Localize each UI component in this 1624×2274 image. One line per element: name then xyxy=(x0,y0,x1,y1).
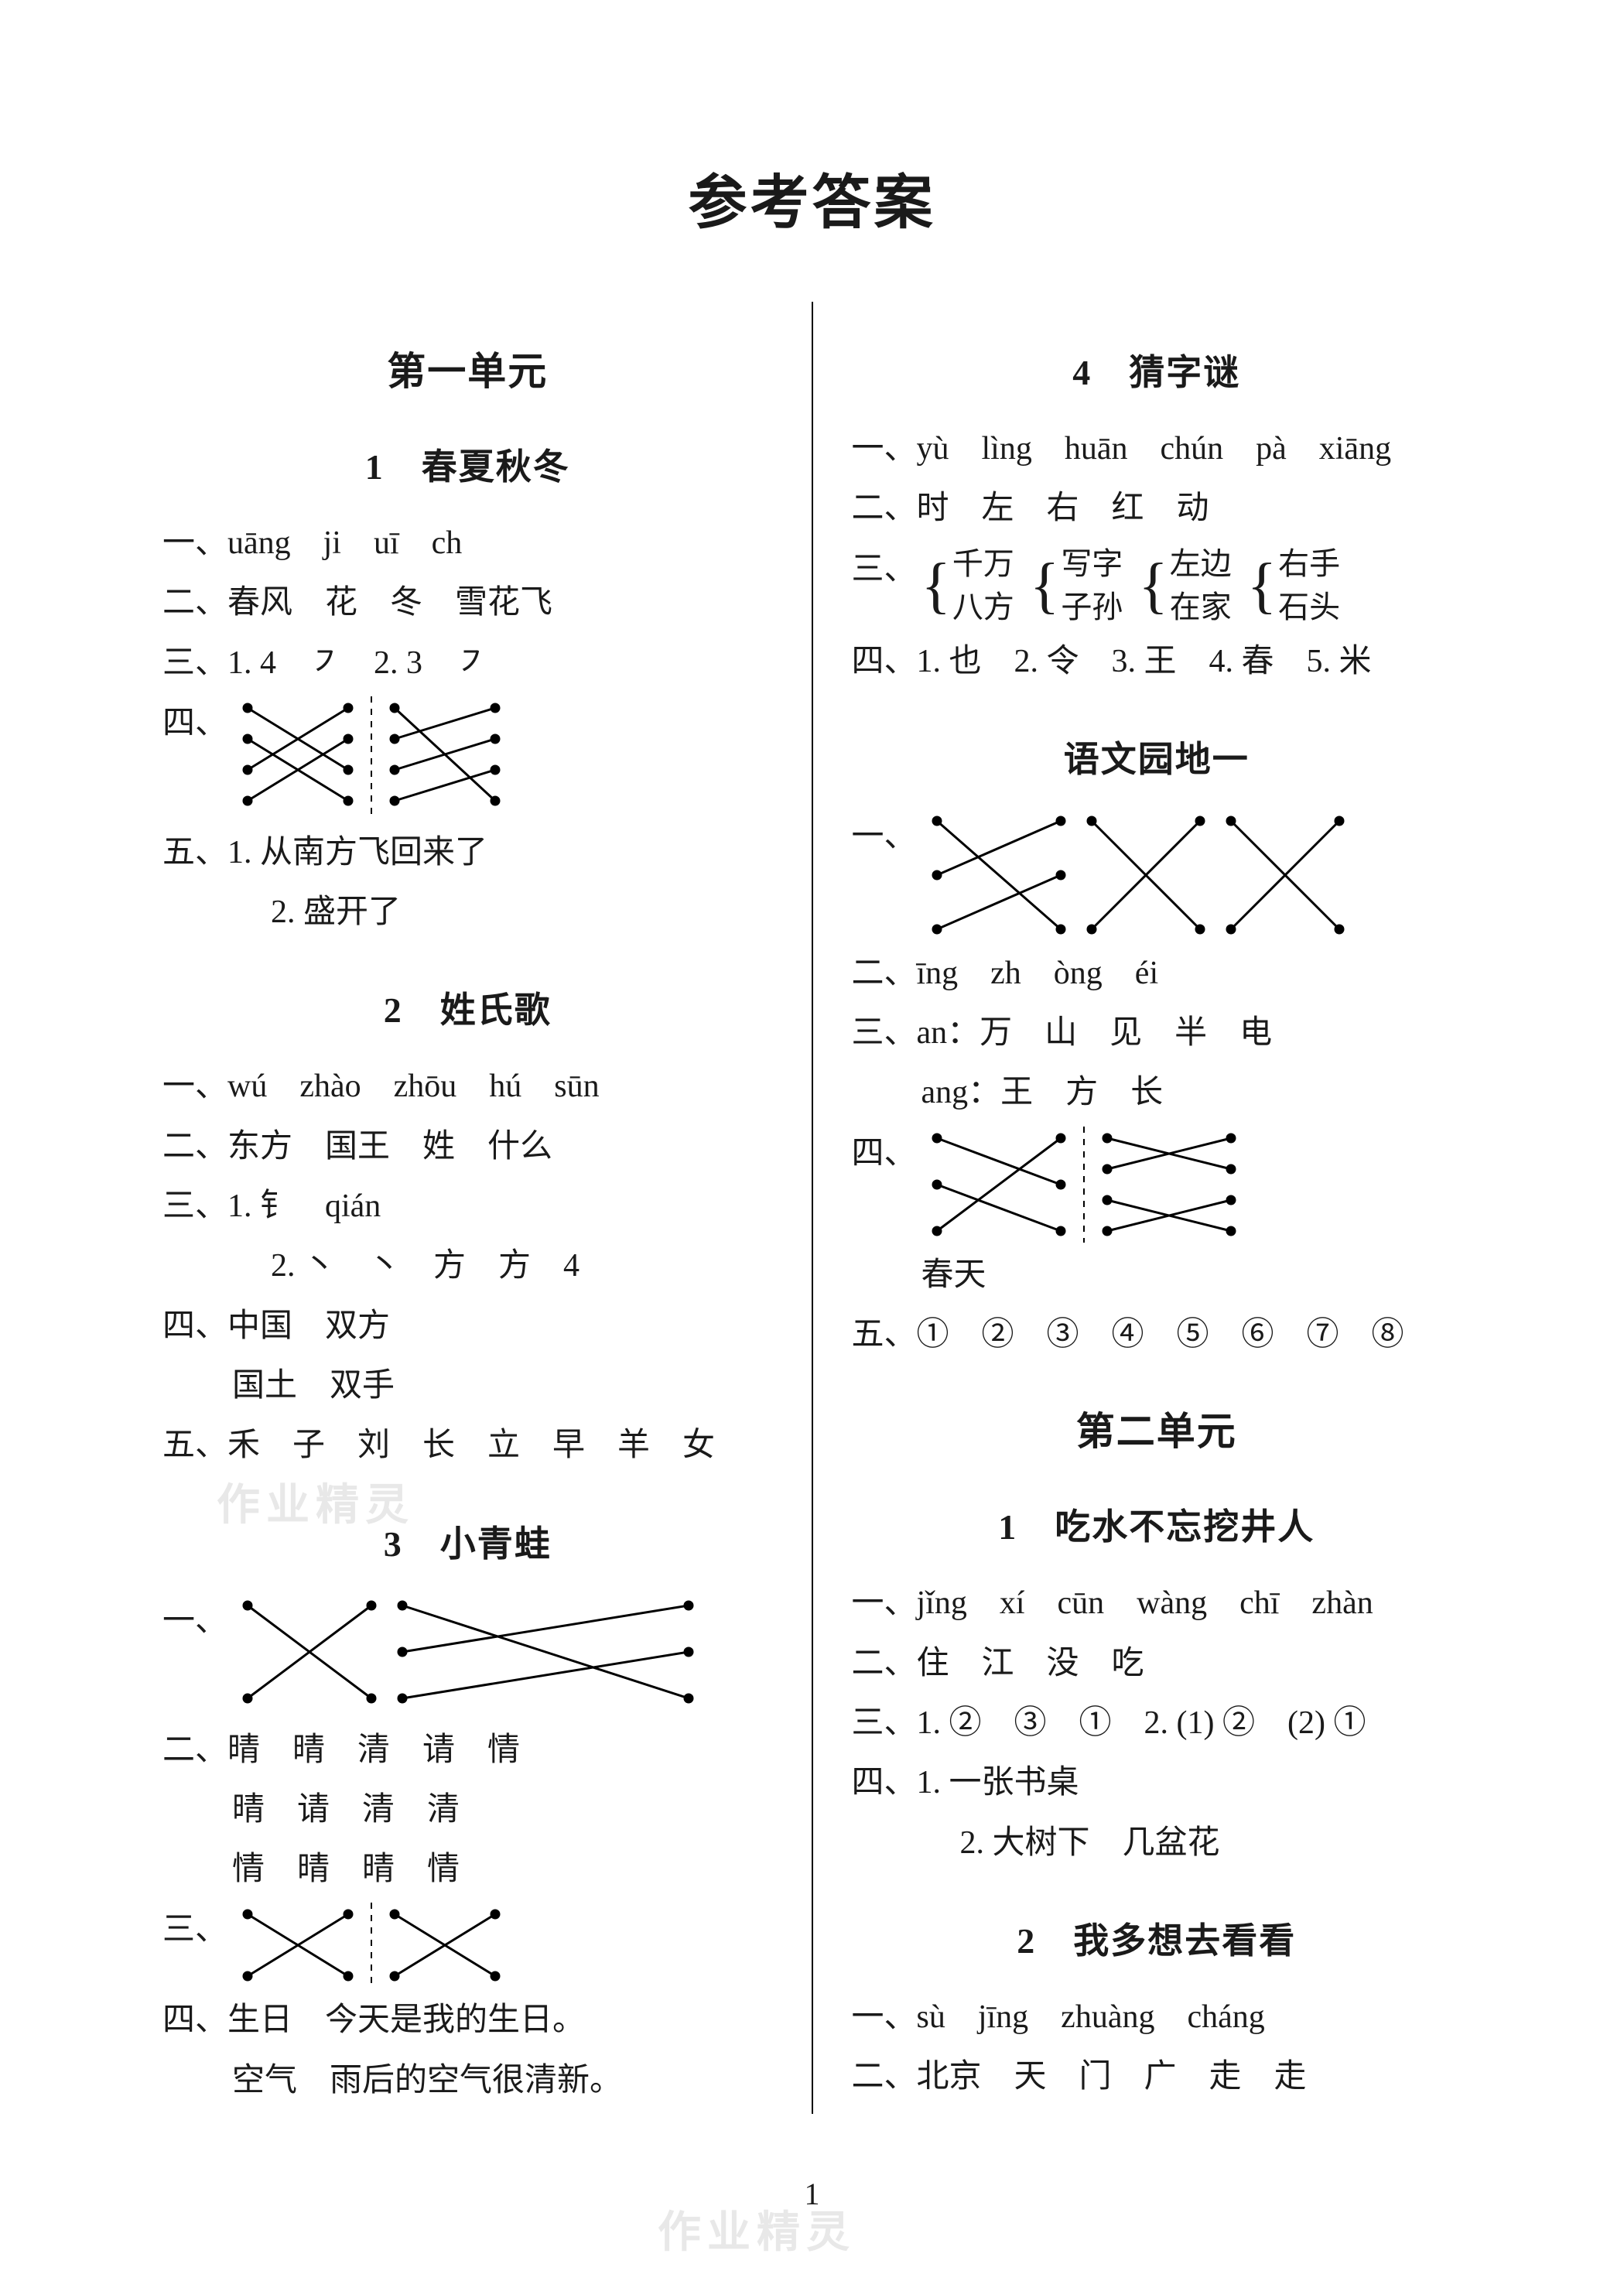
yuandi-title: 语文园地一 xyxy=(852,731,1462,782)
s1b-q4a: 四、1. 一张书桌 xyxy=(852,1756,1462,1810)
s1-q4-row: 四、 xyxy=(162,696,773,820)
s2-q4b: 国土 双手 xyxy=(162,1359,773,1413)
brace-0-0: 千万 xyxy=(952,542,1014,586)
yuandi-q5: 五、① ② ③ ④ ⑤ ⑥ ⑦ ⑧ xyxy=(852,1308,1462,1362)
yuandi-q3b: ang：王 方 长 xyxy=(852,1066,1462,1120)
s2-q3a: 三、1. 钅 qián xyxy=(162,1180,773,1233)
yuandi-q4-row: 四、 xyxy=(852,1127,1462,1243)
s3-q1-row: 一、 xyxy=(162,1594,773,1718)
s2b-q1: 一、sù jīng zhuàng cháng xyxy=(852,1991,1462,2044)
s3-q4a: 四、生日 今天是我的生日。 xyxy=(162,1994,773,2047)
cross-diagram-10 xyxy=(921,1127,1076,1243)
divider-dashed xyxy=(364,696,379,820)
s3-q2a: 二、晴 晴 清 请 情 xyxy=(162,1724,773,1777)
cross-diagram-9 xyxy=(1215,809,1355,941)
s1-q3: 三、1. 4 ㇇ 2. 3 ㇇ xyxy=(162,637,773,690)
two-column-layout: 第一单元 1 春夏秋冬 一、uāng ji uī ch 二、春风 花 冬 雪花飞… xyxy=(0,302,1624,2114)
s4-q3-label: 三、 xyxy=(852,542,921,590)
brace-1-0: 写字 xyxy=(1061,542,1123,586)
s4-q1: 一、yù lìng huān chún pà xiāng xyxy=(852,422,1462,476)
yuandi-q4-label: 四、 xyxy=(852,1127,921,1174)
yuandi-q3a: 三、an：万 山 见 半 电 xyxy=(852,1007,1462,1060)
cross-diagram-8 xyxy=(1076,809,1215,941)
s4-q2: 二、时 左 右 红 动 xyxy=(852,482,1462,535)
s3-q3-label: 三、 xyxy=(162,1903,232,1950)
page-title: 参考答案 xyxy=(0,0,1624,302)
brace-2-1: 在家 xyxy=(1170,586,1232,629)
cross-diagram-1 xyxy=(232,696,364,820)
s1b-q4b: 2. 大树下 几盆花 xyxy=(852,1817,1462,1870)
section-1-title: 1 春夏秋冬 xyxy=(162,439,773,490)
watermark: 作业精灵 xyxy=(217,1470,415,1533)
s1-q2: 二、春风 花 冬 雪花飞 xyxy=(162,576,773,630)
s2b-q2: 二、北京 天 门 广 走 走 xyxy=(852,2050,1462,2104)
section-4-title: 4 猜字谜 xyxy=(852,344,1462,395)
yuandi-q1-label: 一、 xyxy=(852,809,921,857)
brace-3-0: 右手 xyxy=(1278,542,1340,586)
unit-2-title: 第二单元 xyxy=(852,1400,1462,1456)
section-2b-title: 2 我多想去看看 xyxy=(852,1913,1462,1964)
s2-q2: 二、东方 国王 姓 什么 xyxy=(162,1120,773,1174)
s3-q2b: 晴 请 清 清 xyxy=(162,1783,773,1837)
yuandi-q1-row: 一、 xyxy=(852,809,1462,941)
s1-q5a: 五、1. 从南方飞回来了 xyxy=(162,826,773,880)
cross-diagram-6 xyxy=(379,1903,511,1988)
s3-q3-row: 三、 xyxy=(162,1903,773,1988)
brace-2-0: 左边 xyxy=(1170,542,1232,586)
s3-q4b: 空气 雨后的空气很清新。 xyxy=(162,2054,773,2108)
s1-q4-label: 四、 xyxy=(162,696,232,744)
yuandi-q2: 二、īng zh òng éi xyxy=(852,947,1462,1000)
s2-q4a: 四、中国 双方 xyxy=(162,1300,773,1353)
cross-diagram-5 xyxy=(232,1903,364,1988)
cross-diagram-7 xyxy=(921,809,1076,941)
s2-q3b: 2. 丶 丶 方 方 4 xyxy=(162,1240,773,1293)
cross-diagram-3 xyxy=(232,1594,387,1718)
cross-diagram-11 xyxy=(1092,1127,1246,1243)
right-column: 4 猜字谜 一、yù lìng huān chún pà xiāng 二、时 左… xyxy=(813,302,1493,2114)
s2-q1: 一、wú zhào zhōu hú sūn xyxy=(162,1060,773,1113)
s3-q1-label: 一、 xyxy=(162,1594,232,1641)
s4-q4: 四、1. 也 2. 令 3. 王 4. 春 5. 米 xyxy=(852,635,1462,689)
s3-q2c: 情 晴 晴 情 xyxy=(162,1843,773,1896)
s1-q1: 一、uāng ji uī ch xyxy=(162,517,773,570)
s1-q5b: 2. 盛开了 xyxy=(162,886,773,939)
unit-1-title: 第一单元 xyxy=(162,340,773,396)
divider-dashed-3 xyxy=(1076,1127,1092,1243)
section-1b-title: 1 吃水不忘挖井人 xyxy=(852,1499,1462,1550)
yuandi-q4-sub: 春天 xyxy=(852,1249,1462,1302)
divider-dashed-2 xyxy=(364,1903,379,1988)
section-2-title: 2 姓氏歌 xyxy=(162,982,773,1033)
s1b-q2: 二、住 江 没 吃 xyxy=(852,1637,1462,1691)
s1b-q1: 一、jǐng xí cūn wàng chī zhàn xyxy=(852,1577,1462,1630)
brace-3-1: 石头 xyxy=(1278,586,1340,629)
left-column: 第一单元 1 春夏秋冬 一、uāng ji uī ch 二、春风 花 冬 雪花飞… xyxy=(132,302,813,2114)
cross-diagram-2 xyxy=(379,696,511,820)
brace-group: {千万八方 {写字子孙 {左边在家 {右手石头 xyxy=(921,542,1341,629)
brace-1-1: 子孙 xyxy=(1061,586,1123,629)
s2-q5: 五、禾 子 刘 长 立 早 羊 女 xyxy=(162,1419,773,1472)
s4-q3-row: 三、 {千万八方 {写字子孙 {左边在家 {右手石头 xyxy=(852,542,1462,629)
watermark: 作业精灵 xyxy=(658,2197,856,2260)
cross-diagram-4 xyxy=(387,1594,704,1718)
s1b-q3: 三、1. ② ③ ① 2. (1) ② (2) ① xyxy=(852,1697,1462,1750)
brace-0-1: 八方 xyxy=(952,586,1014,629)
